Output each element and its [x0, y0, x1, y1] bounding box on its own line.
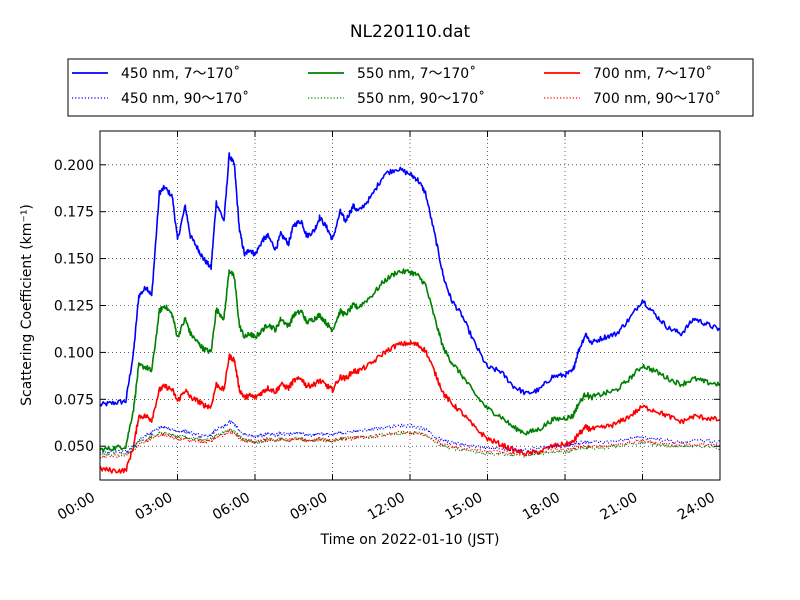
y-tick-label: 0.075	[54, 392, 94, 408]
x-axis-label: Time on 2022-01-10 (JST)	[320, 532, 500, 548]
y-axis-label: Scattering Coefficient (km⁻¹)	[19, 204, 35, 406]
series-layer	[99, 152, 721, 474]
y-tick-label: 0.100	[54, 345, 94, 361]
series-line-5	[100, 429, 721, 459]
legend-label-3: 550 nm, 90～170˚	[357, 90, 485, 107]
series-line-4	[99, 340, 721, 474]
y-tick-label: 0.175	[54, 205, 94, 221]
legend-frame	[67, 58, 754, 117]
legend-label-4: 700 nm, 7～170˚	[593, 65, 712, 82]
grid	[100, 131, 720, 480]
series-line-0	[99, 152, 721, 407]
y-tick-label: 0.150	[54, 252, 94, 268]
legend-label-2: 550 nm, 7～170˚	[357, 65, 476, 82]
legend: 450 nm, 7～170˚ 450 nm, 90～170˚ 550 nm, 7～1…	[67, 58, 754, 117]
series-line-2	[99, 268, 721, 453]
legend-label-1: 450 nm, 90～170˚	[121, 90, 249, 107]
y-tick-label: 0.050	[54, 439, 94, 455]
legend-label-0: 450 nm, 7～170˚	[121, 65, 240, 82]
y-tick-label: 0.125	[54, 299, 94, 315]
legend-label-5: 700 nm, 90～170˚	[593, 90, 721, 107]
chart-title: NL220110.dat	[350, 22, 471, 42]
series-line-3	[99, 428, 721, 458]
y-tick-label: 0.200	[54, 158, 94, 174]
